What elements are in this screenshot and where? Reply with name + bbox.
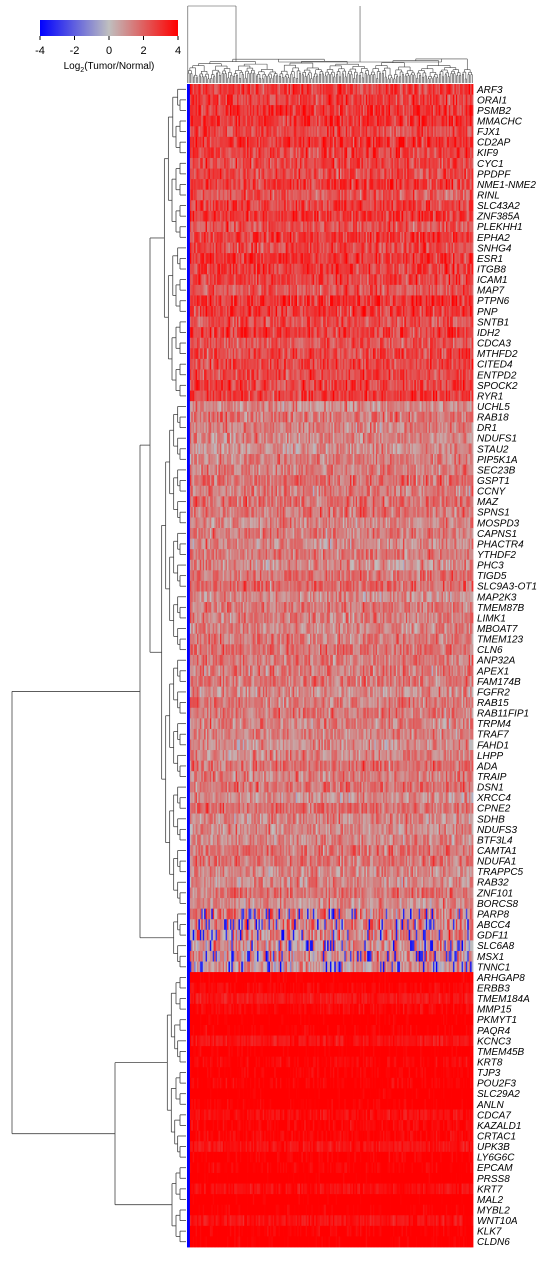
heatmap-cell	[472, 221, 474, 232]
heatmap-cell	[472, 243, 474, 254]
color-key-tick-label: -4	[35, 45, 45, 57]
heatmap-cell	[472, 253, 474, 264]
heatmap-cell	[472, 264, 474, 275]
heatmap-cell	[472, 190, 474, 201]
heatmap-cell	[472, 179, 474, 190]
heatmap-cell	[472, 169, 474, 180]
color-key-tick-label: 2	[140, 45, 146, 57]
color-key-tick-label: -2	[70, 45, 80, 57]
heatmap-cell	[472, 147, 474, 158]
heatmap-cell	[472, 200, 474, 211]
column-dendrogram	[188, 6, 473, 83]
heatmap-cell	[472, 232, 474, 243]
heatmap-cells	[187, 84, 473, 1247]
heatmap-cell	[472, 84, 474, 95]
heatmap-cell	[472, 95, 474, 106]
heatmap-cell	[472, 211, 474, 222]
color-key-title: Log2(Tumor/Normal)	[64, 61, 155, 74]
heatmap-cell	[472, 116, 474, 127]
color-key-bar	[40, 20, 178, 36]
color-key-tick-label: 0	[106, 45, 112, 57]
color-key-ticks: -4 -2 0 2 4	[35, 36, 181, 57]
heatmap-cell	[472, 105, 474, 116]
heatmap-cell	[472, 285, 474, 296]
heatmap-cell	[472, 158, 474, 169]
color-key-tick-label: 4	[175, 45, 181, 57]
heatmap-cell	[472, 137, 474, 148]
row-dendrogram	[12, 89, 186, 1241]
color-key: -4 -2 0 2 4 Log2(Tumor/Normal)	[35, 20, 181, 74]
heatmap-cell	[472, 274, 474, 285]
heatmap-cell	[472, 126, 474, 137]
